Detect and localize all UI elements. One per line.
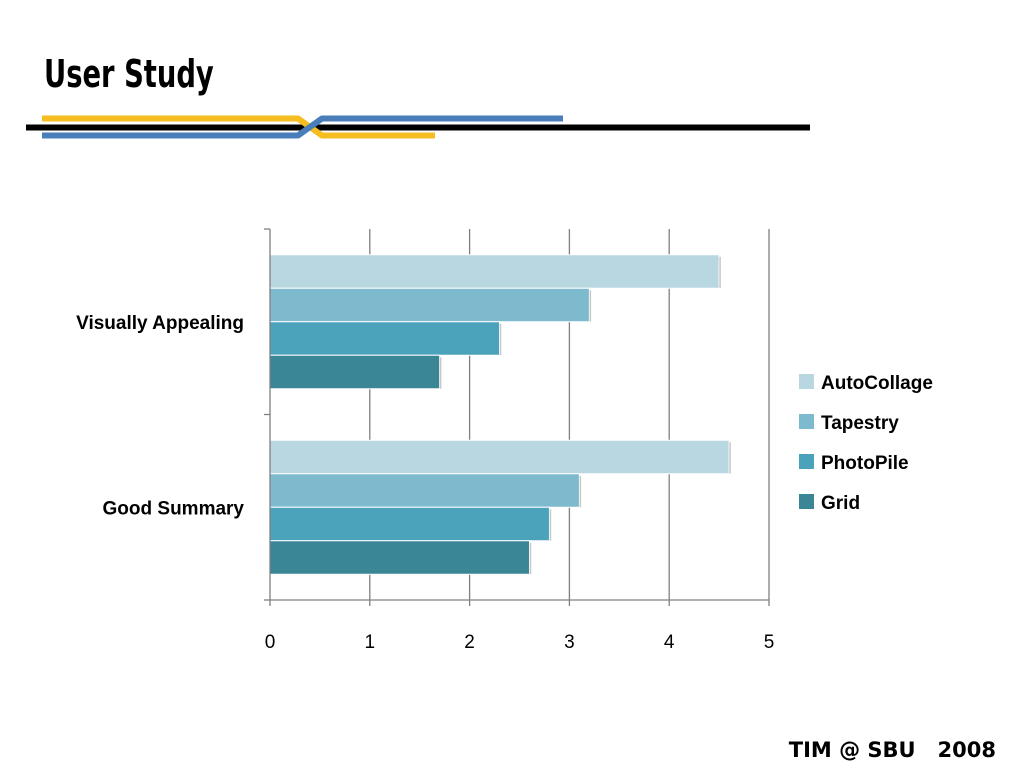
tick-label-x-4: 4: [664, 632, 675, 653]
legend-swatch-photopile: [799, 454, 814, 469]
tick-label-x-3: 3: [564, 632, 575, 653]
bar-autocollage-1: [269, 439, 730, 475]
footer-credit: TIM @ SBU 2008: [788, 738, 996, 762]
bar-tapestry-0: [269, 287, 590, 323]
category-label-1: Good Summary: [103, 498, 245, 519]
tick-label-x-0: 0: [265, 632, 276, 653]
legend-label-grid: Grid: [821, 493, 860, 514]
category-label-0: Visually Appealing: [76, 313, 244, 334]
bar-grid-1: [269, 540, 530, 575]
legend-swatch-autocollage: [799, 374, 814, 389]
axes: [264, 228, 770, 606]
bar-photopile-1: [269, 506, 550, 542]
bar-photopile-0: [269, 321, 501, 356]
labels: 0 1 2 3 4 5 Visually Appealing Good Summary: [76, 313, 774, 653]
bar-grid-0: [269, 354, 441, 390]
legend: AutoCollage Tapestry PhotoPile Grid: [799, 373, 933, 514]
legend-swatch-grid: [799, 494, 814, 509]
title-underline-decoration: [26, 115, 810, 139]
tick-label-x-1: 1: [365, 632, 376, 653]
bar-chart: 0 1 2 3 4 5 Visually Appealing Good Summary Aut…: [76, 228, 933, 653]
bar-tapestry-1: [269, 473, 580, 508]
legend-label-tapestry: Tapestry: [821, 413, 899, 434]
bar-autocollage-0: [269, 254, 720, 289]
legend-label-photopile: PhotoPile: [821, 453, 909, 474]
legend-label-autocollage: AutoCollage: [821, 373, 933, 394]
blue-ribbon: [42, 115, 563, 139]
legend-swatch-tapestry: [799, 414, 814, 429]
slide-title: User Study: [44, 52, 214, 96]
tick-label-x-5: 5: [764, 632, 775, 653]
bars: [269, 254, 731, 575]
tick-label-x-2: 2: [464, 632, 475, 653]
